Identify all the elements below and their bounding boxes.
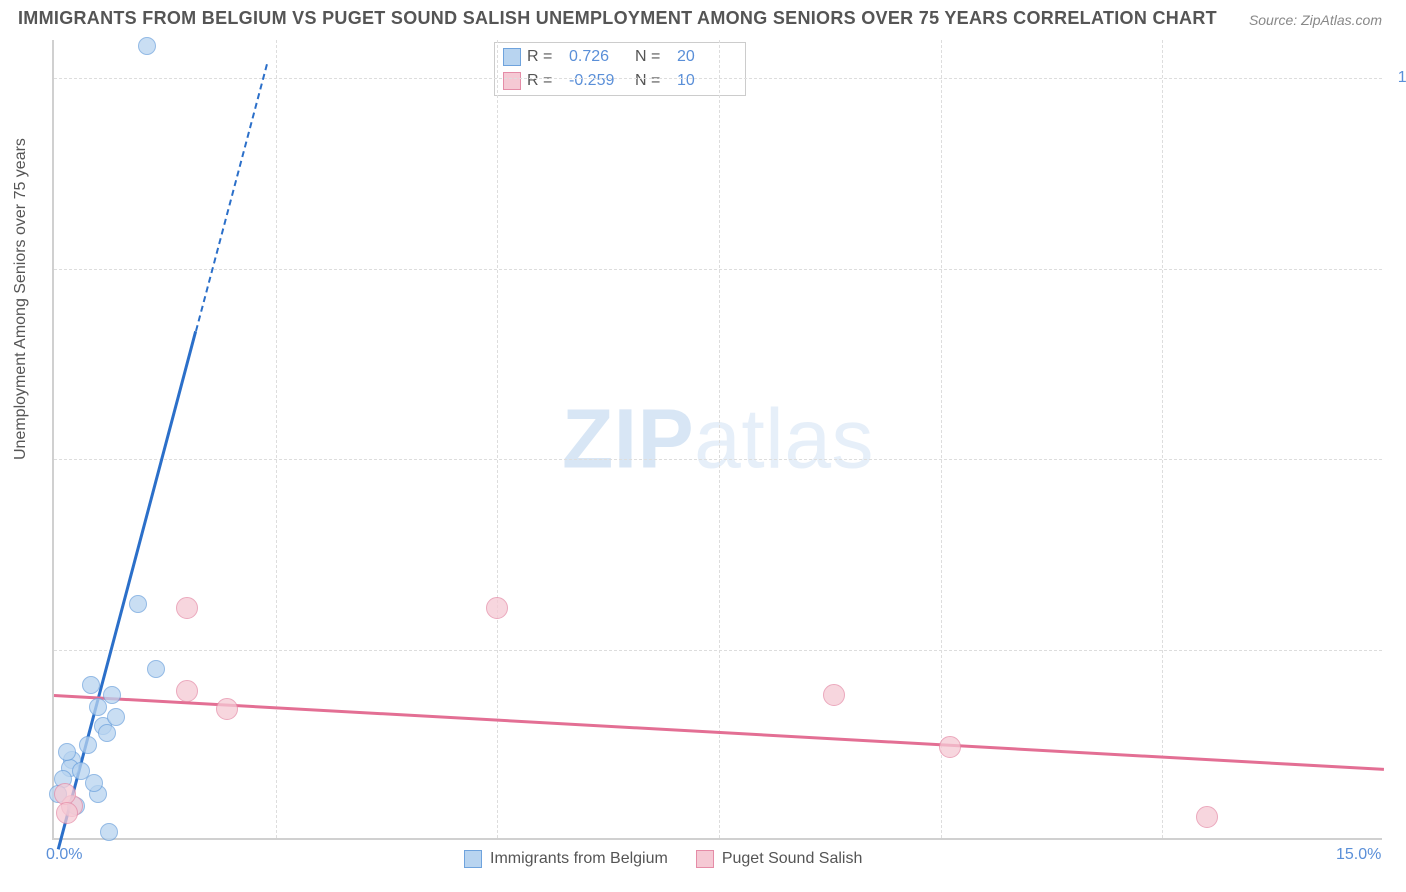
scatter-point bbox=[107, 708, 125, 726]
n-value-2: 10 bbox=[677, 72, 737, 90]
scatter-point bbox=[939, 736, 961, 758]
gridline-horizontal bbox=[54, 269, 1382, 270]
r-value-1: 0.726 bbox=[569, 48, 629, 66]
scatter-point bbox=[129, 595, 147, 613]
legend-label-2: Puget Sound Salish bbox=[722, 850, 863, 868]
legend-swatch-pink bbox=[503, 72, 521, 90]
y-tick-label: 75.0% bbox=[1392, 260, 1406, 278]
n-label: N = bbox=[635, 48, 671, 66]
watermark-bold: ZIP bbox=[562, 392, 694, 486]
n-value-1: 20 bbox=[677, 48, 737, 66]
gridline-vertical bbox=[941, 40, 942, 838]
r-label: R = bbox=[527, 72, 563, 90]
series-legend: Immigrants from Belgium Puget Sound Sali… bbox=[464, 850, 862, 868]
scatter-point bbox=[79, 736, 97, 754]
scatter-point bbox=[147, 660, 165, 678]
r-value-2: -0.259 bbox=[569, 72, 629, 90]
scatter-point bbox=[56, 802, 78, 824]
watermark: ZIPatlas bbox=[562, 391, 874, 488]
trend-line-dashed bbox=[195, 64, 268, 331]
gridline-horizontal bbox=[54, 78, 1382, 79]
scatter-point bbox=[82, 676, 100, 694]
legend-row: R = -0.259 N = 10 bbox=[503, 69, 737, 93]
legend-swatch-pink bbox=[696, 850, 714, 868]
legend-swatch-blue bbox=[503, 48, 521, 66]
plot-area: ZIPatlas R = 0.726 N = 20 R = -0.259 N =… bbox=[52, 40, 1382, 840]
legend-item: Puget Sound Salish bbox=[696, 850, 863, 868]
y-axis-label: Unemployment Among Seniors over 75 years bbox=[12, 138, 30, 460]
scatter-point bbox=[89, 698, 107, 716]
scatter-point bbox=[85, 774, 103, 792]
gridline-vertical bbox=[276, 40, 277, 838]
scatter-point bbox=[176, 680, 198, 702]
scatter-point bbox=[98, 724, 116, 742]
r-label: R = bbox=[527, 48, 563, 66]
x-tick-label: 0.0% bbox=[46, 846, 82, 864]
scatter-point bbox=[823, 684, 845, 706]
gridline-vertical bbox=[719, 40, 720, 838]
y-tick-label: 100.0% bbox=[1392, 69, 1406, 87]
source-attribution: Source: ZipAtlas.com bbox=[1249, 12, 1382, 28]
watermark-light: atlas bbox=[694, 392, 874, 486]
scatter-point bbox=[100, 823, 118, 841]
legend-swatch-blue bbox=[464, 850, 482, 868]
legend-row: R = 0.726 N = 20 bbox=[503, 45, 737, 69]
scatter-point bbox=[176, 597, 198, 619]
y-tick-label: 25.0% bbox=[1392, 641, 1406, 659]
scatter-point bbox=[216, 698, 238, 720]
scatter-point bbox=[1196, 806, 1218, 828]
scatter-point bbox=[58, 743, 76, 761]
scatter-point bbox=[138, 37, 156, 55]
chart-title: IMMIGRANTS FROM BELGIUM VS PUGET SOUND S… bbox=[18, 8, 1217, 29]
scatter-point bbox=[486, 597, 508, 619]
gridline-horizontal bbox=[54, 459, 1382, 460]
n-label: N = bbox=[635, 72, 671, 90]
chart-container: IMMIGRANTS FROM BELGIUM VS PUGET SOUND S… bbox=[0, 0, 1406, 892]
correlation-legend: R = 0.726 N = 20 R = -0.259 N = 10 bbox=[494, 42, 746, 96]
legend-item: Immigrants from Belgium bbox=[464, 850, 668, 868]
x-tick-label: 15.0% bbox=[1336, 846, 1381, 864]
legend-label-1: Immigrants from Belgium bbox=[490, 850, 668, 868]
gridline-horizontal bbox=[54, 650, 1382, 651]
gridline-vertical bbox=[1162, 40, 1163, 838]
y-tick-label: 50.0% bbox=[1392, 450, 1406, 468]
